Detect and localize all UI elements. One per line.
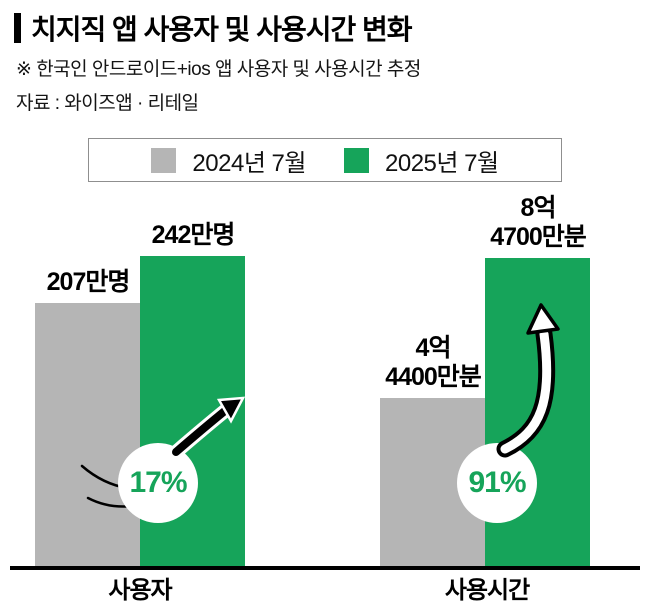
legend: 2024년 7월 2025년 7월: [88, 138, 562, 182]
title-accent-bar: [14, 13, 21, 43]
category-label-users: 사용자: [108, 577, 172, 604]
growth-badge-time: 91%: [457, 443, 537, 523]
value-label-time-2025: 8억 4700만분: [463, 194, 613, 252]
legend-label-2024: 2024년 7월: [192, 149, 306, 177]
value-line: 4억: [415, 334, 452, 362]
value-label-users-2024: 207만명: [13, 268, 163, 297]
legend-swatch-2025: [344, 147, 369, 173]
value-label-users-2025: 242만명: [118, 221, 268, 250]
x-axis-baseline: [10, 566, 640, 570]
value-line: 242만명: [151, 221, 236, 249]
title-row: 치지직 앱 사용자 및 사용시간 변화: [14, 8, 413, 48]
category-label-time: 사용시간: [444, 577, 530, 604]
page-title: 치지직 앱 사용자 및 사용시간 변화: [31, 14, 413, 45]
value-line: 4400만분: [385, 363, 482, 391]
infographic: 치지직 앱 사용자 및 사용시간 변화 ※ 한국인 안드로이드+ios 앱 사용…: [10, 8, 640, 604]
bar-users-2024: [35, 303, 140, 566]
legend-swatch-2024: [151, 147, 177, 173]
value-line: 4700만분: [490, 223, 587, 251]
growth-badge-users: 17%: [118, 443, 198, 523]
value-line: 207만명: [46, 268, 131, 296]
value-line: 8억: [520, 194, 557, 222]
legend-label-2025: 2025년 7월: [385, 149, 499, 177]
source-note: 자료 : 와이즈앱 · 리테일: [16, 93, 199, 114]
subtitle-note: ※ 한국인 안드로이드+ios 앱 사용자 및 사용시간 추정: [16, 59, 421, 80]
value-label-time-2024: 4억 4400만분: [358, 334, 508, 392]
